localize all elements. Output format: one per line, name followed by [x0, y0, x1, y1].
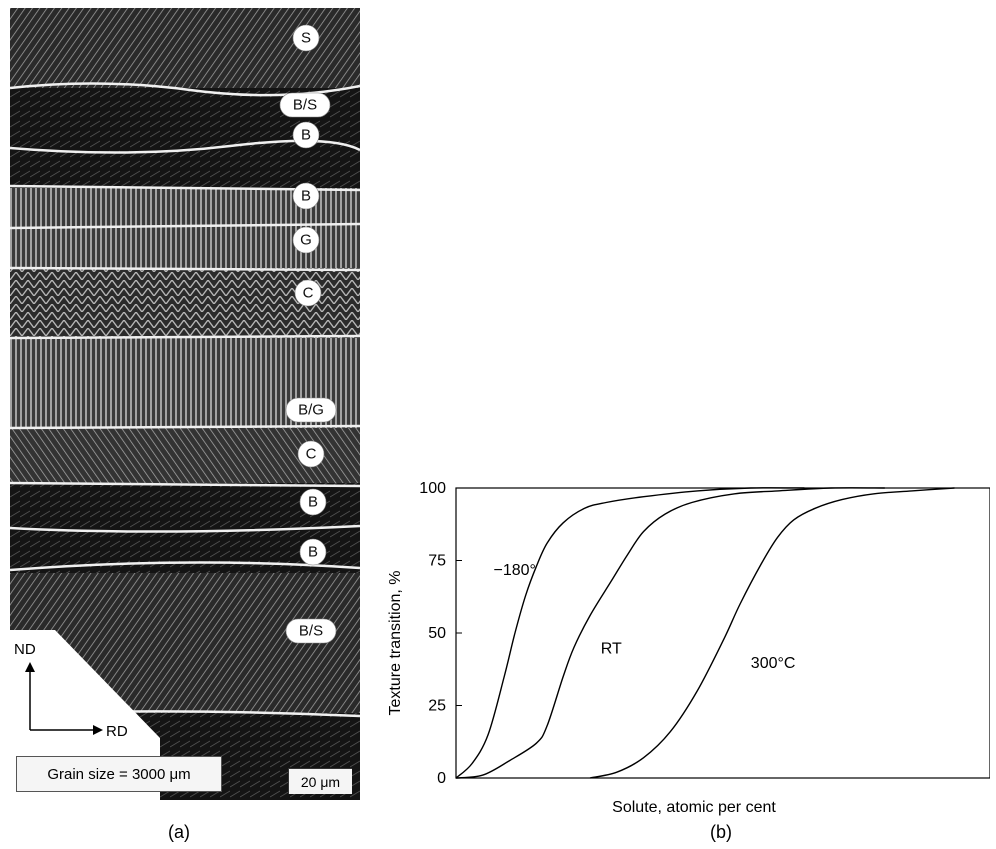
series-label-1: RT [601, 640, 622, 657]
axis-label-nd: ND [14, 641, 36, 658]
panel-caption-a: (a) [168, 822, 190, 842]
micrograph-image: S B/S B B G C B/G C B B B/S [10, 8, 360, 800]
band-circle [292, 121, 320, 149]
curves [455, 487, 955, 779]
plot-frame [455, 487, 990, 779]
band-circle [292, 182, 320, 210]
curve-labels: −180° RT 300°C [494, 562, 796, 672]
y-tick-label: 0 [437, 770, 446, 787]
y-tick-label: 75 [428, 553, 446, 570]
y-tick-label: 50 [428, 625, 446, 642]
band-label: B/S [293, 97, 317, 114]
band-circle [299, 488, 327, 516]
series-label-2: 300°C [751, 655, 796, 672]
band-circle [299, 538, 327, 566]
band-label: B/G [298, 402, 324, 419]
y-axis-ticks: 0 25 50 75 100 [419, 480, 462, 787]
band-label: B [308, 494, 318, 511]
arrow-right-icon [93, 725, 103, 735]
band-label: C [303, 285, 314, 302]
series-line-1 [455, 487, 885, 779]
band-circle [285, 618, 337, 644]
band-circle [285, 397, 337, 423]
band-label: C [306, 446, 317, 463]
y-tick-label: 25 [428, 698, 446, 715]
series-line-0 [455, 487, 805, 779]
band-label: B [301, 188, 311, 205]
band-label: B [301, 127, 311, 144]
band-circle [279, 92, 331, 118]
texture-transition-chart: 0 25 50 75 100 −180° RT 300°C Solute, atomic p… [387, 480, 990, 816]
x-axis-label: Solute, atomic per cent [612, 799, 776, 816]
band-circle [292, 226, 320, 254]
band-label: B/S [299, 623, 323, 640]
band-circle [297, 440, 325, 468]
plot-border [455, 487, 990, 779]
scale-bar-label: 20 μm [288, 768, 352, 794]
series-label-0: −180° [494, 562, 536, 579]
y-axis-label: Texture transition, % [387, 571, 404, 716]
band-label: S [301, 30, 311, 47]
panel-caption-b: (b) [710, 822, 732, 842]
grain-size-label: Grain size = 3000 μm [16, 756, 222, 792]
band-label: B [308, 544, 318, 561]
band-circle [294, 279, 322, 307]
arrow-up-icon [25, 662, 35, 672]
y-tick-label: 100 [419, 480, 446, 497]
axis-label-rd: RD [106, 723, 128, 740]
orientation-axes: ND RD [14, 641, 128, 740]
band-label: G [300, 232, 312, 249]
series-line-2 [589, 487, 955, 779]
band-circle [292, 24, 320, 52]
